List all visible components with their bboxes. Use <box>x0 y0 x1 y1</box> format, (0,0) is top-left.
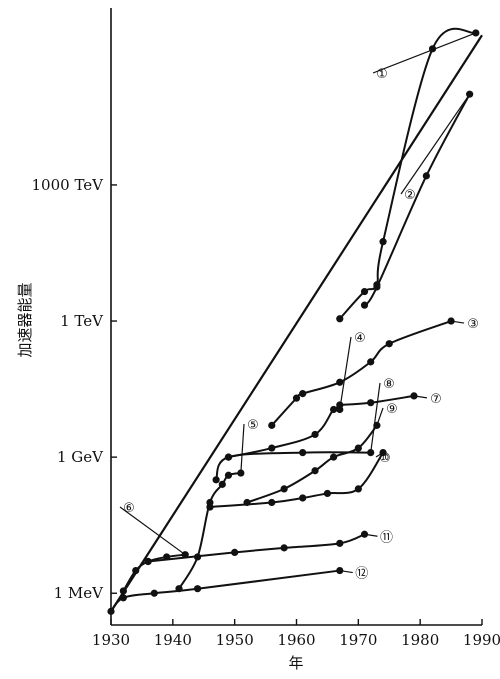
data-point <box>299 449 307 457</box>
series-line <box>110 569 341 613</box>
data-point <box>330 453 338 461</box>
data-point <box>373 283 381 291</box>
marker-leader <box>450 320 465 324</box>
series-group <box>107 27 480 615</box>
series-name-label: ⑤ <box>247 418 259 433</box>
series-line <box>227 406 341 459</box>
series-name-label: ⑨ <box>386 402 398 417</box>
data-point <box>354 444 362 452</box>
x-tick-label: 1990 <box>463 631 500 649</box>
marker-leader <box>370 382 381 453</box>
data-point <box>360 287 369 296</box>
data-point <box>231 548 239 557</box>
series-line <box>208 451 385 509</box>
data-point <box>268 498 276 507</box>
marker-leader <box>372 32 477 74</box>
data-point <box>268 444 276 452</box>
x-tick-label: 1930 <box>92 631 130 649</box>
series-name-label: ⑩ <box>379 451 391 466</box>
series-name-label: ⑪ <box>380 530 393 545</box>
series-name-label: ⑧ <box>383 377 395 392</box>
y-tick-label: 1 TeV <box>60 312 104 330</box>
data-point <box>218 480 226 488</box>
data-point <box>224 453 233 461</box>
marker-leader <box>376 407 384 426</box>
data-point <box>212 476 220 484</box>
data-point <box>336 401 344 409</box>
data-point <box>299 390 307 398</box>
marker-leader <box>375 452 384 458</box>
series-line <box>215 451 372 481</box>
data-point <box>385 340 393 348</box>
data-point <box>379 238 387 246</box>
y-tick-label: 1 MeV <box>54 584 105 602</box>
data-point <box>367 358 375 366</box>
data-point <box>206 498 214 507</box>
data-point <box>119 587 127 595</box>
marker-leader <box>339 336 352 410</box>
data-point <box>336 315 344 323</box>
data-point <box>119 594 127 602</box>
data-point <box>193 553 202 561</box>
data-point <box>311 467 319 475</box>
y-tick-label: 1 GeV <box>57 448 104 466</box>
series-line <box>338 27 477 320</box>
y-axis-label: 加速器能量 <box>16 282 34 357</box>
data-point <box>336 539 344 547</box>
series-line <box>363 93 471 307</box>
x-tick-label: 1940 <box>154 631 192 649</box>
series-name-label: ⑫ <box>355 567 368 582</box>
data-point <box>224 471 233 479</box>
x-tick-label: 1950 <box>216 631 254 649</box>
series-name-label: ① <box>376 67 388 82</box>
series-name-label: ② <box>404 188 416 203</box>
data-point <box>422 172 430 180</box>
data-point <box>336 378 344 386</box>
series-line <box>122 553 187 592</box>
data-point <box>163 553 171 561</box>
marker-leader <box>240 423 245 474</box>
x-tick-group: 1930 1940 1950 1960 1970 1980 1990 <box>92 619 500 649</box>
marker-leader <box>364 533 378 537</box>
data-point <box>132 566 140 575</box>
data-point <box>330 405 338 414</box>
x-tick-label: 1980 <box>401 631 439 649</box>
data-point <box>193 585 202 593</box>
data-point <box>299 494 307 502</box>
x-axis-label: 年 <box>288 654 303 672</box>
marker-leader <box>400 93 471 195</box>
y-tick-group: 1 MeV 1 GeV 1 TeV 1000 TeV <box>32 176 117 602</box>
data-point <box>107 607 115 615</box>
plot-frame <box>110 8 482 626</box>
data-point <box>280 485 288 493</box>
data-point <box>292 394 301 402</box>
data-point <box>268 421 276 429</box>
data-point <box>150 589 158 597</box>
data-point <box>175 585 183 593</box>
y-tick-label: 1000 TeV <box>32 176 105 194</box>
marker-leader <box>339 569 353 574</box>
data-point <box>311 430 319 439</box>
series-name-label: ⑦ <box>430 392 442 407</box>
trend-line <box>110 34 483 612</box>
data-point <box>144 557 152 566</box>
marker-leader <box>119 506 186 556</box>
series-name-label: ④ <box>354 331 366 346</box>
series-marker-group: ① ② ③ ④ ⑦ ⑧ ⑨ ⑩ ⑪ ⑫ ⑥ ⑤ <box>119 32 479 582</box>
data-point <box>360 301 369 309</box>
data-point <box>280 544 288 552</box>
trend-line-group <box>110 34 483 612</box>
data-point <box>323 489 332 498</box>
data-point <box>367 399 375 407</box>
x-tick-label: 1970 <box>339 631 377 649</box>
data-point <box>354 485 362 493</box>
series-name-label: ③ <box>467 317 479 332</box>
marker-leader <box>413 395 428 399</box>
x-tick-label: 1960 <box>277 631 315 649</box>
series-line <box>147 533 366 563</box>
series-name-label: ⑥ <box>123 501 135 516</box>
